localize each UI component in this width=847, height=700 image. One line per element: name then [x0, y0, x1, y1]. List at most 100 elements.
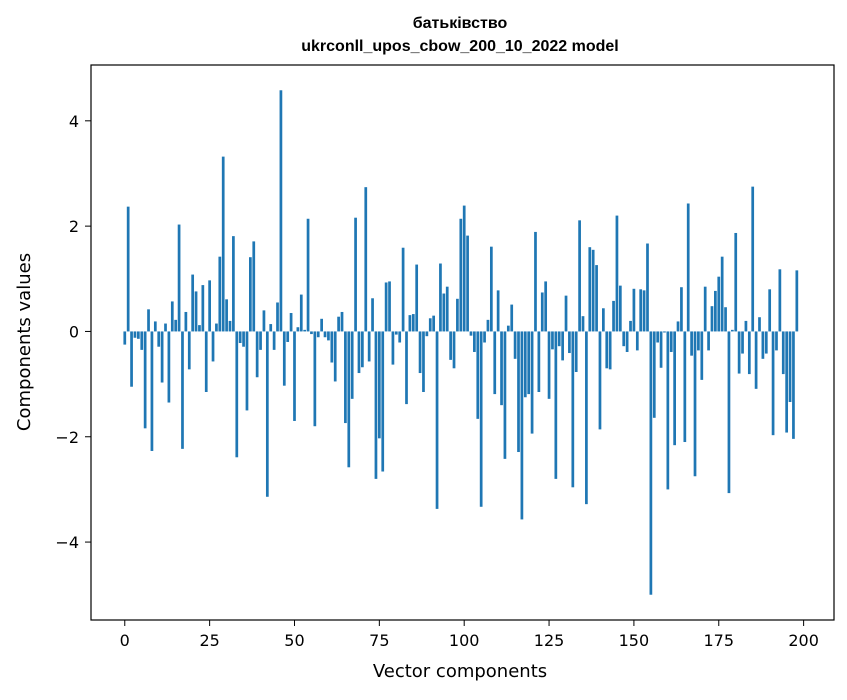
- bar: [232, 236, 235, 332]
- bar: [639, 289, 643, 332]
- bar: [578, 220, 581, 332]
- bar: [435, 331, 439, 509]
- x-tick-label: 175: [703, 631, 734, 650]
- bar: [140, 331, 144, 350]
- bar: [306, 218, 310, 332]
- bar-series: [123, 90, 799, 595]
- bar: [730, 329, 734, 332]
- bar: [337, 316, 340, 332]
- bar: [432, 315, 436, 332]
- y-tick-label: −4: [55, 533, 79, 552]
- bar: [174, 319, 178, 332]
- bar: [445, 286, 449, 332]
- bar: [564, 295, 568, 332]
- bar: [405, 331, 408, 405]
- bar: [503, 331, 507, 459]
- bar: [442, 293, 446, 332]
- bar: [547, 331, 551, 399]
- bar: [452, 331, 456, 369]
- bar: [323, 331, 327, 338]
- bar: [238, 331, 242, 344]
- bar: [408, 315, 412, 332]
- bar: [649, 331, 653, 595]
- bar: [496, 290, 500, 332]
- bar: [557, 331, 561, 347]
- bar: [459, 218, 463, 332]
- bar: [629, 320, 632, 332]
- bar: [262, 310, 266, 332]
- bar: [778, 269, 782, 332]
- bar: [411, 314, 415, 332]
- bar: [198, 325, 201, 332]
- bar: [377, 331, 381, 439]
- bar: [439, 263, 442, 332]
- bar: [771, 331, 775, 436]
- bar: [225, 299, 228, 332]
- y-tick-label: −2: [55, 428, 79, 447]
- bar: [680, 287, 683, 332]
- bar: [347, 331, 351, 468]
- bar: [493, 331, 497, 395]
- bar: [768, 289, 772, 332]
- x-tick-label: 200: [788, 631, 819, 650]
- bar: [724, 307, 727, 332]
- bar: [676, 321, 680, 332]
- bar: [143, 331, 147, 429]
- bar: [289, 313, 293, 332]
- x-tick-label: 150: [619, 631, 650, 650]
- bar: [371, 298, 374, 332]
- bar: [608, 331, 612, 370]
- bar: [673, 331, 676, 446]
- bar: [483, 331, 486, 343]
- plot-frame: [90, 64, 835, 621]
- bar: [357, 331, 361, 374]
- bar: [714, 290, 717, 332]
- bar: [737, 331, 741, 374]
- bar: [710, 306, 714, 332]
- chart-title: батьківство: [413, 15, 508, 32]
- bar: [754, 331, 758, 389]
- bar: [659, 331, 663, 368]
- y-tick-label: 4: [69, 112, 79, 131]
- bar: [666, 331, 670, 490]
- bar: [544, 281, 548, 332]
- x-tick-label: 75: [369, 631, 389, 650]
- bar: [181, 331, 184, 449]
- bar: [476, 331, 480, 419]
- bar: [333, 331, 337, 382]
- bar: [618, 285, 622, 332]
- bar: [727, 331, 731, 494]
- bar: [354, 217, 357, 332]
- bar: [398, 331, 402, 343]
- bar: [602, 308, 605, 332]
- bar: [286, 331, 290, 342]
- x-axis-label: Vector components: [373, 661, 547, 682]
- bar: [520, 331, 524, 520]
- bar: [574, 331, 578, 372]
- bar: [751, 186, 755, 332]
- bar: [320, 318, 323, 332]
- bar: [775, 331, 778, 351]
- bar: [700, 331, 704, 380]
- bar: [510, 304, 514, 332]
- bar: [761, 331, 765, 359]
- bar: [221, 156, 225, 332]
- chart-subtitle: ukrconll_upos_cbow_200_10_2022 model: [301, 38, 618, 55]
- bar: [703, 286, 707, 332]
- bar: [245, 331, 249, 411]
- x-axis-ticks: 0 25 50 75 100 125 150 175 200: [120, 620, 819, 650]
- x-tick-label: 0: [120, 631, 130, 650]
- bar: [741, 331, 744, 354]
- bar: [591, 249, 595, 332]
- bar: [663, 331, 666, 333]
- bar: [425, 331, 429, 337]
- bar: [717, 276, 721, 332]
- bar: [123, 331, 127, 345]
- bar: [340, 311, 344, 332]
- bar: [792, 331, 795, 439]
- bar: [279, 90, 283, 332]
- bar: [686, 203, 690, 332]
- x-tick-label: 125: [534, 631, 565, 650]
